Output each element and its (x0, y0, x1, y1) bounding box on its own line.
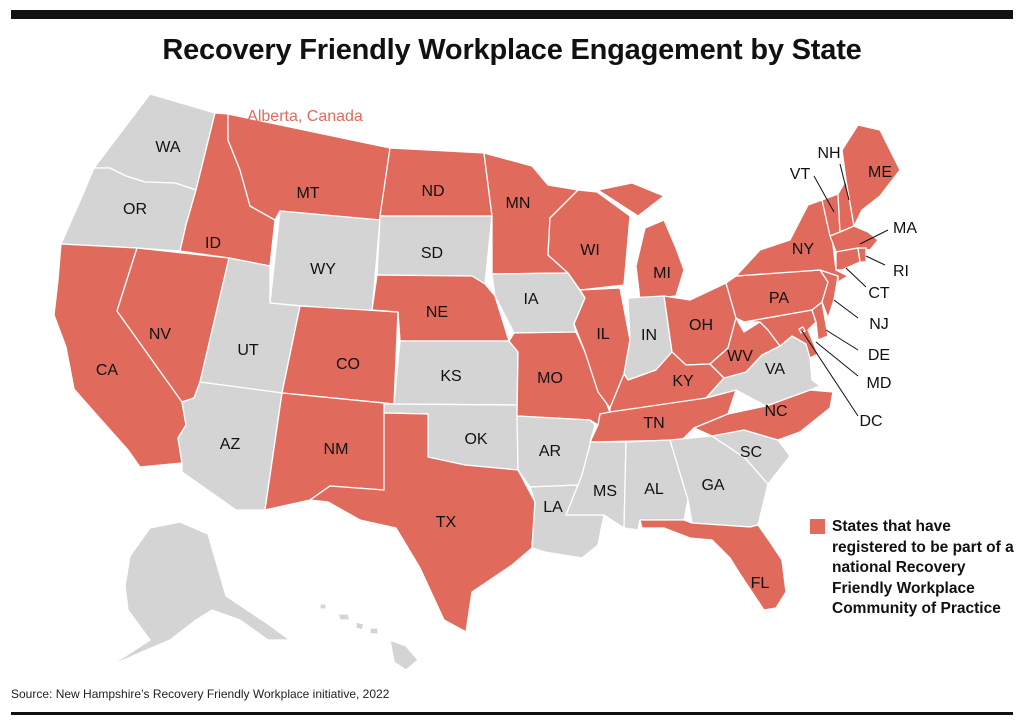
top-rule (11, 10, 1013, 19)
state-label-ks: KS (440, 368, 461, 385)
state-label-ia: IA (523, 291, 538, 308)
state-label-nj: NJ (869, 316, 889, 333)
source-note: Source: New Hampshire’s Recovery Friendl… (11, 687, 390, 701)
state-label-pa: PA (769, 290, 789, 307)
state-label-ct: CT (868, 285, 890, 302)
state-dc[interactable] (798, 326, 806, 334)
state-hi[interactable] (319, 603, 419, 671)
state-label-md: MD (867, 375, 892, 392)
state-tx[interactable] (309, 412, 536, 633)
state-co[interactable] (281, 305, 399, 405)
state-il[interactable] (573, 287, 631, 409)
state-label-wv: WV (727, 348, 753, 365)
state-label-sc: SC (740, 444, 762, 461)
legend-swatch (810, 519, 825, 534)
state-label-wy: WY (310, 261, 336, 278)
state-label-ma: MA (893, 220, 917, 237)
state-label-me: ME (868, 164, 892, 181)
state-mi[interactable] (597, 182, 685, 301)
state-fl[interactable] (639, 519, 787, 611)
state-label-ga: GA (701, 477, 724, 494)
state-nd[interactable] (379, 147, 493, 217)
state-label-nm: NM (324, 441, 349, 458)
state-ct[interactable] (835, 247, 861, 271)
state-label-ri: RI (893, 263, 909, 280)
state-label-in: IN (641, 327, 657, 344)
state-label-il: IL (596, 326, 609, 343)
state-label-ky: KY (672, 373, 694, 390)
state-label-de: DE (868, 347, 890, 364)
state-nc[interactable] (693, 389, 834, 441)
state-label-fl: FL (751, 575, 770, 592)
state-label-az: AZ (220, 436, 241, 453)
state-me[interactable] (841, 124, 901, 227)
state-label-ca: CA (96, 362, 119, 379)
state-mt[interactable] (227, 113, 391, 221)
state-label-ut: UT (237, 342, 259, 359)
state-label-wi: WI (580, 242, 600, 259)
canada-region-label: Alberta, Canada (247, 108, 363, 125)
state-label-tx: TX (436, 514, 457, 531)
state-label-va: VA (765, 361, 785, 378)
state-ri[interactable] (857, 247, 867, 263)
state-label-vt: VT (790, 166, 811, 183)
state-label-mt: MT (296, 185, 319, 202)
state-label-nd: ND (421, 183, 444, 200)
state-label-mn: MN (506, 195, 531, 212)
state-label-ar: AR (539, 443, 561, 460)
state-label-nc: NC (764, 403, 787, 420)
legend-label: States that have registered to be part o… (832, 518, 1014, 617)
state-label-wa: WA (155, 139, 181, 156)
state-label-dc: DC (859, 413, 882, 430)
state-label-ok: OK (464, 431, 487, 448)
bottom-rule (11, 712, 1013, 715)
state-label-or: OR (123, 201, 147, 218)
state-label-sd: SD (421, 245, 443, 262)
state-label-la: LA (543, 499, 563, 516)
state-label-tn: TN (643, 415, 664, 432)
state-label-co: CO (336, 356, 360, 373)
state-label-nh: NH (817, 145, 840, 162)
state-label-id: ID (205, 235, 221, 252)
map-title: Recovery Friendly Workplace Engagement b… (162, 34, 862, 66)
leader-lines (801, 163, 889, 417)
state-label-oh: OH (689, 317, 713, 334)
state-ak[interactable] (109, 521, 291, 667)
state-label-ms: MS (593, 483, 617, 500)
state-label-mi: MI (653, 265, 671, 282)
state-label-ne: NE (426, 304, 448, 321)
state-label-mo: MO (537, 370, 563, 387)
state-label-al: AL (644, 481, 664, 498)
state-label-ny: NY (792, 241, 815, 258)
state-wi[interactable] (547, 189, 631, 291)
state-label-nv: NV (149, 326, 172, 343)
